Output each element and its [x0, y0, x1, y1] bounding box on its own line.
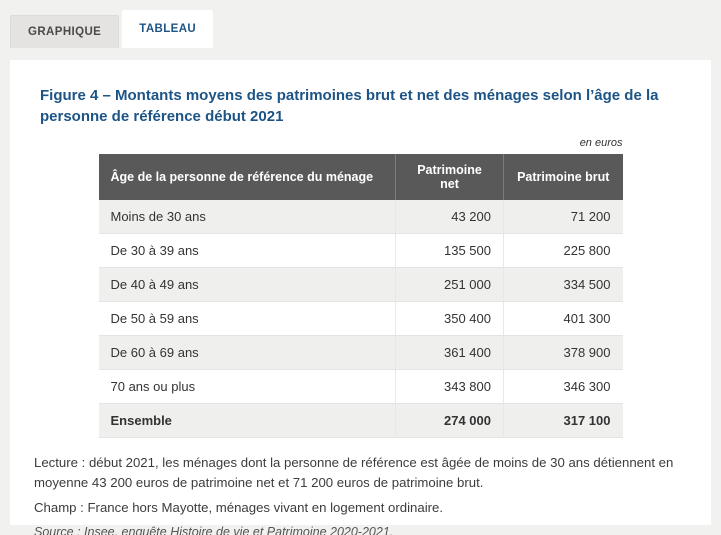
net-value: 274 000 [395, 403, 504, 439]
row-label: De 40 à 49 ans [98, 267, 396, 303]
tab-bar: GRAPHIQUE TABLEAU [0, 0, 721, 48]
brut-value: 378 900 [503, 335, 623, 371]
tab-tableau[interactable]: TABLEAU [122, 10, 214, 48]
data-table: Âge de la personne de référence du ménag… [98, 154, 623, 439]
col-header-net: Patrimoine net [395, 154, 504, 201]
net-value: 350 400 [395, 301, 504, 337]
net-value: 135 500 [395, 233, 504, 269]
brut-value: 346 300 [503, 369, 623, 405]
table-zone: en euros Âge de la personne de référence… [98, 137, 623, 439]
unit-label: en euros [579, 137, 623, 150]
brut-value: 71 200 [503, 200, 623, 235]
col-header-brut: Patrimoine brut [503, 154, 623, 201]
note-source: Source : Insee, enquête Histoire de vie … [34, 524, 394, 535]
table-row: De 30 à 39 ans 135 500 225 800 [98, 233, 623, 269]
col-header-age: Âge de la personne de référence du ménag… [98, 154, 396, 201]
row-label: Moins de 30 ans [98, 200, 396, 235]
row-label: De 60 à 69 ans [98, 335, 396, 371]
row-label: Ensemble [98, 403, 396, 439]
tab-graphique[interactable]: GRAPHIQUE [10, 15, 120, 48]
table-row: 70 ans ou plus 343 800 346 300 [98, 369, 623, 405]
table-row: De 60 à 69 ans 361 400 378 900 [98, 335, 623, 371]
brut-value: 334 500 [503, 267, 623, 303]
net-value: 43 200 [395, 200, 504, 235]
row-label: 70 ans ou plus [98, 369, 396, 405]
figure-card: Figure 4 – Montants moyens des patrimoin… [10, 60, 711, 535]
table-row-total: Ensemble 274 000 317 100 [98, 403, 623, 439]
table-header-row: Âge de la personne de référence du ménag… [98, 154, 623, 201]
brut-value: 401 300 [503, 301, 623, 337]
figure-title: Figure 4 – Montants moyens des patrimoin… [40, 87, 659, 125]
table-row: Moins de 30 ans 43 200 71 200 [98, 200, 623, 235]
net-value: 343 800 [395, 369, 504, 405]
brut-value: 317 100 [503, 403, 623, 439]
row-label: De 30 à 39 ans [98, 233, 396, 269]
row-label: De 50 à 59 ans [98, 301, 396, 337]
net-value: 251 000 [395, 267, 504, 303]
brut-value: 225 800 [503, 233, 623, 269]
figure-notes: Lecture : début 2021, les ménages dont l… [34, 453, 687, 535]
table-row: De 50 à 59 ans 350 400 401 300 [98, 301, 623, 337]
net-value: 361 400 [395, 335, 504, 371]
note-lecture: Lecture : début 2021, les ménages dont l… [34, 455, 674, 490]
note-champ: Champ : France hors Mayotte, ménages viv… [34, 499, 444, 515]
table-row: De 40 à 49 ans 251 000 334 500 [98, 267, 623, 303]
